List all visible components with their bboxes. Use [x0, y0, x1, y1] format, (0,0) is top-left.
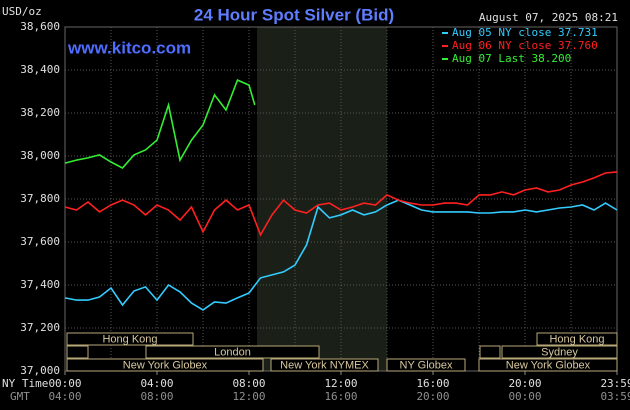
y-tick-label: 38,000 — [20, 149, 60, 162]
x2-tick-label: 04:00 — [48, 390, 81, 403]
y-tick-label: 37,000 — [20, 364, 60, 377]
session-box — [536, 332, 618, 346]
series-line — [64, 171, 618, 237]
session-box — [479, 345, 501, 359]
x-tick-label: 16:00 — [416, 377, 449, 390]
timestamp: August 07, 2025 08:21 — [479, 11, 618, 24]
session-label: New York NYMEX — [280, 359, 369, 371]
x2-tick-label: 00:00 — [508, 390, 541, 403]
y-tick-label: 38,400 — [20, 63, 60, 76]
session-label: New York Globex — [506, 359, 591, 371]
x2-tick-label: 08:00 — [140, 390, 173, 403]
x2-tick-label: 16:00 — [324, 390, 357, 403]
session-box — [66, 345, 89, 359]
session-shade — [257, 27, 387, 371]
x2-tick-label: 03:59 — [600, 390, 630, 403]
session-label: London — [214, 346, 251, 358]
watermark: www.kitco.com — [67, 38, 191, 57]
session-box — [66, 332, 194, 346]
y-tick-label: 37,400 — [20, 278, 60, 291]
x-tick-label: 20:00 — [508, 377, 541, 390]
x-tick-label: 08:00 — [232, 377, 265, 390]
session-label: Hong Kong — [549, 333, 604, 345]
series-line — [64, 79, 256, 169]
session-label: Hong Kong — [102, 333, 157, 345]
x-tick-label: 12:00 — [324, 377, 357, 390]
session-box — [145, 345, 320, 359]
x-tick-label: 04:00 — [140, 377, 173, 390]
session-box — [386, 358, 466, 372]
session-box — [66, 358, 264, 372]
legend-label: Aug 06 NY close 37.760 — [452, 39, 598, 52]
y-unit: USD/oz — [2, 5, 42, 18]
session-label: Sydney — [541, 346, 578, 358]
x2-tick-label: 12:00 — [232, 390, 265, 403]
x-tick-label: 00:00 — [48, 377, 81, 390]
chart-title: 24 Hour Spot Silver (Bid) — [194, 5, 394, 24]
x-tick-label: 23:59 — [600, 377, 630, 390]
legend-label: Aug 07 Last 38.200 — [452, 52, 571, 65]
session-box — [478, 358, 618, 372]
x2-tick-label: 20:00 — [416, 390, 449, 403]
y-tick-label: 37,800 — [20, 192, 60, 205]
x2-axis-label: GMT — [10, 390, 30, 403]
y-tick-label: 38,200 — [20, 106, 60, 119]
session-box — [501, 345, 618, 359]
y-tick-label: 38,600 — [20, 20, 60, 33]
y-tick-label: 37,200 — [20, 321, 60, 334]
legend-label: Aug 05 NY close 37.731 — [452, 26, 598, 39]
series-line — [64, 199, 618, 311]
y-tick-label: 37,600 — [20, 235, 60, 248]
x-axis-label: NY Time — [2, 377, 48, 390]
session-box — [270, 358, 379, 372]
session-label: NY Globex — [400, 359, 453, 371]
session-label: New York Globex — [123, 359, 208, 371]
